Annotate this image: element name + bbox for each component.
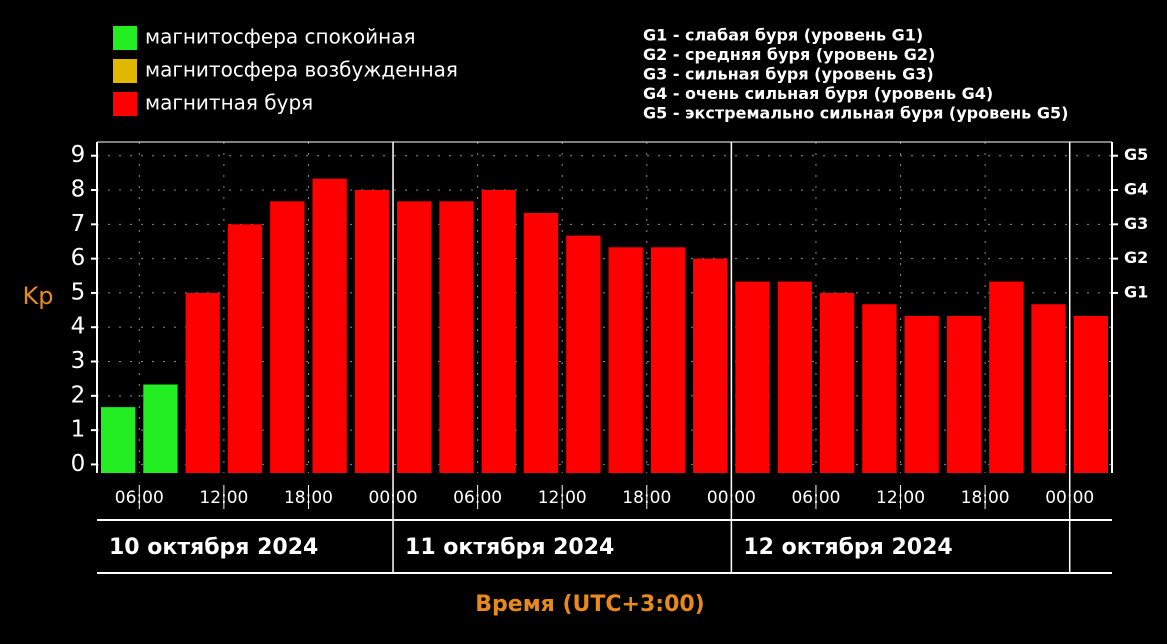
bar [354, 190, 390, 473]
bar [735, 281, 770, 473]
legend-label: магнитосфера спокойная [145, 25, 416, 49]
legend-label: магнитная буря [145, 91, 313, 115]
y2-tick-label: G5 [1124, 145, 1148, 164]
x-axis-label: Время (UTC+3:00) [475, 592, 705, 617]
x-tick-label: 18:00 [622, 488, 671, 508]
bar [693, 258, 728, 473]
y2-tick-label: G1 [1124, 282, 1148, 301]
day-label: 11 октября 2024 [405, 535, 614, 560]
bar [143, 384, 178, 473]
bar [227, 224, 263, 473]
legend-swatch [113, 59, 137, 83]
bar [650, 247, 686, 473]
bar [566, 235, 601, 473]
y-tick-label: 2 [71, 382, 86, 408]
x-tick-label: 18:00 [284, 488, 333, 508]
bar [101, 407, 136, 473]
x-tick-label: 18:00 [961, 488, 1010, 508]
bar [862, 304, 897, 473]
x-tick-label: 06:00 [115, 488, 164, 508]
day-label: 10 октября 2024 [109, 535, 318, 560]
storm-level: G1 - слабая буря (уровень G1) [643, 26, 923, 45]
bar [481, 190, 516, 473]
bar [989, 281, 1024, 473]
y-tick-label: 8 [71, 177, 86, 203]
y2-tick-label: G2 [1124, 248, 1148, 267]
bar [439, 201, 474, 473]
y-tick-label: 0 [71, 451, 86, 477]
y-tick-label: 3 [71, 348, 86, 374]
x-tick-label: 12:00 [538, 488, 587, 508]
bar [397, 201, 432, 473]
y-tick-label: 1 [71, 417, 86, 443]
y-axis-label: Kp [23, 282, 54, 310]
legend-label: магнитосфера возбужденная [145, 58, 458, 82]
bar [270, 201, 305, 473]
bar [523, 213, 559, 473]
bar [819, 292, 855, 473]
storm-level: G3 - сильная буря (уровень G3) [643, 65, 934, 84]
y-tick-label: 5 [71, 279, 86, 305]
y2-tick-label: G4 [1124, 180, 1148, 199]
storm-level: G4 - очень сильная буря (уровень G4) [643, 84, 993, 103]
legend-swatch [113, 92, 137, 116]
y-tick-label: 6 [71, 245, 86, 271]
x-tick-label: 12:00 [199, 488, 248, 508]
bar [1031, 304, 1066, 473]
y-tick-label: 4 [71, 314, 86, 340]
bar [312, 178, 347, 474]
bar [946, 315, 982, 473]
bar [608, 247, 643, 473]
legend-swatch [113, 26, 137, 50]
bar [904, 315, 939, 473]
y2-tick-label: G3 [1124, 214, 1148, 233]
bar [777, 281, 812, 473]
bar [1073, 315, 1108, 473]
y-tick-label: 9 [71, 142, 86, 168]
x-tick-label: 06:00 [453, 488, 502, 508]
bar [185, 292, 220, 473]
y-tick-label: 7 [71, 211, 86, 237]
x-tick-label: 12:00 [876, 488, 925, 508]
storm-level: G5 - экстремально сильная буря (уровень … [643, 104, 1068, 123]
storm-level: G2 - средняя буря (уровень G2) [643, 45, 935, 64]
day-label: 12 октября 2024 [743, 535, 952, 560]
x-tick-label: 06:00 [791, 488, 840, 508]
